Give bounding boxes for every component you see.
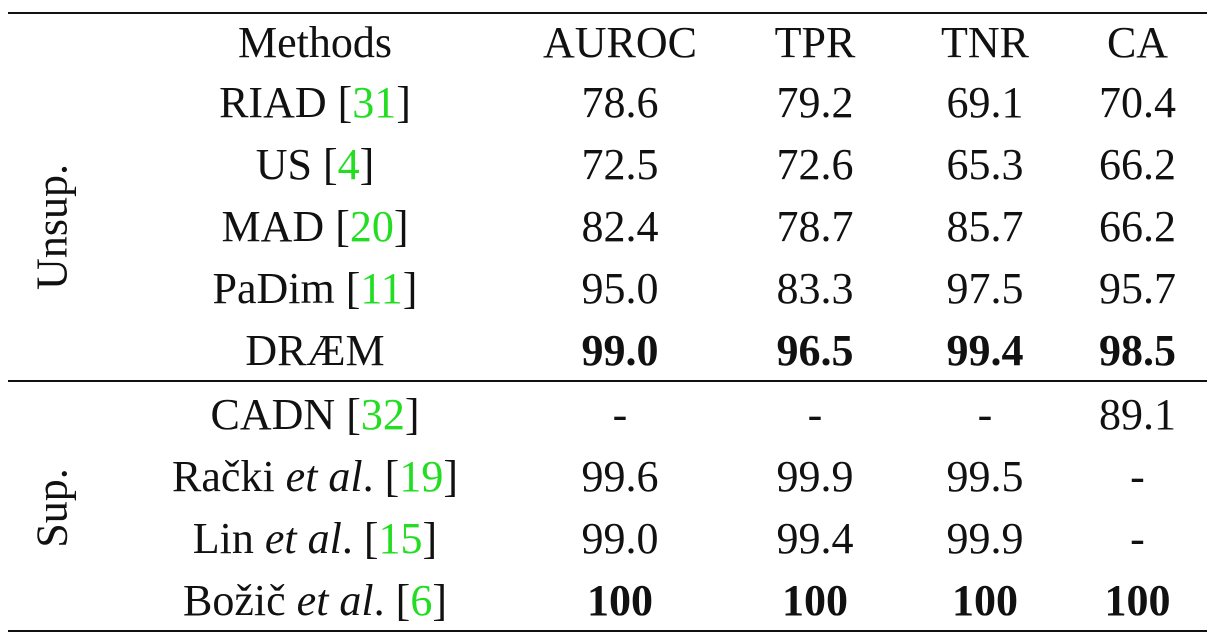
citation-link[interactable]: 4 [337,140,360,189]
value-tpr: 99.4 [776,514,854,563]
citation-link[interactable]: 15 [378,514,423,563]
method-cell: MAD [20] [110,196,520,258]
value-tpr: 83.3 [776,264,854,313]
value-tpr: 79.2 [776,78,854,127]
method-name: DRÆM [245,326,385,375]
value-ca: 89.1 [1099,390,1176,439]
ref-open-bracket: [ [322,140,338,189]
ref-close-bracket: ] [402,264,418,313]
value-tnr: - [977,390,993,439]
ref-open-bracket: [ [337,78,353,127]
ref-close-bracket: ] [404,390,420,439]
value-ca: 95.7 [1099,264,1176,313]
mid-rule [8,380,1207,382]
value-tpr: 99.9 [776,452,854,501]
method-name: PaDim [212,264,346,313]
value-tpr: - [807,390,823,439]
ref-open-bracket: [ [335,202,350,251]
method-suffix: . [341,514,364,563]
value-tpr: 72.6 [776,140,854,189]
value-tnr: 100 [952,576,1018,625]
method-et-al: et al [285,452,363,501]
value-auroc: 72.5 [581,140,659,189]
method-name: CADN [210,390,347,439]
method-cell: PaDim [11] [110,258,520,320]
value-ca: 70.4 [1099,78,1176,127]
method-cell: RIAD [31] [110,72,520,134]
value-ca: - [1130,452,1145,501]
ref-close-bracket: ] [432,576,447,625]
ref-open-bracket: [ [363,514,379,563]
value-auroc: - [612,390,628,439]
method-cell: Božič et al. [6] [110,570,520,632]
value-tnr: 99.4 [946,326,1024,375]
method-cell: Lin et al. [15] [110,508,520,570]
ref-open-bracket: [ [345,264,361,313]
ref-close-bracket: ] [393,202,409,251]
value-auroc: 78.6 [581,78,659,127]
value-tpr: 78.7 [776,202,854,251]
method-suffix: . [362,452,385,501]
method-et-al: et al [264,514,342,563]
ref-close-bracket: ] [422,514,438,563]
value-tnr: 97.5 [946,264,1024,313]
group-label: Sup. [27,468,77,548]
header-methods: Methods [238,18,392,67]
value-auroc: 82.4 [581,202,659,251]
ref-close-bracket: ] [443,452,458,501]
top-rule [8,12,1207,14]
header-tnr: TNR [941,18,1029,67]
citation-link[interactable]: 11 [360,264,403,313]
method-cell: US [4] [110,134,520,196]
value-tnr: 65.3 [946,140,1024,189]
header-auroc: AUROC [542,18,698,67]
value-auroc: 99.0 [581,326,659,375]
value-tpr: 96.5 [776,326,854,375]
ref-open-bracket: [ [395,576,411,625]
ref-close-bracket: ] [396,78,411,127]
value-auroc: 100 [587,576,653,625]
method-cell: CADN [32] [110,384,520,446]
citation-link[interactable]: 19 [399,452,444,501]
value-tpr: 100 [782,576,848,625]
value-tnr: 99.5 [946,452,1024,501]
value-ca: 66.2 [1099,202,1176,251]
value-auroc: 99.6 [581,452,659,501]
ref-open-bracket: [ [346,390,361,439]
value-ca: - [1130,514,1145,563]
bottom-rule [8,630,1207,632]
method-name: US [255,140,323,189]
method-et-al: et al [296,576,374,625]
method-name: Božič [183,576,297,625]
value-auroc: 99.0 [581,514,659,563]
method-name: MAD [221,202,336,251]
group-label: Unsup. [27,164,77,290]
value-tnr: 99.9 [946,514,1024,563]
ref-open-bracket: [ [384,452,400,501]
value-tnr: 69.1 [946,78,1024,127]
header-tpr: TPR [774,18,856,67]
method-suffix: . [373,576,396,625]
value-ca: 66.2 [1099,140,1176,189]
method-name: RIAD [219,78,338,127]
header-ca: CA [1106,18,1169,67]
citation-link[interactable]: 32 [360,390,405,439]
method-cell: DRÆM [110,320,520,382]
citation-link[interactable]: 6 [410,576,433,625]
method-cell: Rački et al. [19] [110,446,520,508]
value-ca: 100 [1104,576,1171,625]
value-tnr: 85.7 [946,202,1024,251]
citation-link[interactable]: 31 [352,78,397,127]
value-auroc: 95.0 [581,264,659,313]
value-ca: 98.5 [1099,326,1176,375]
method-name: Rački [172,452,286,501]
ref-close-bracket: ] [359,140,375,189]
citation-link[interactable]: 20 [349,202,394,251]
method-name: Lin [192,514,265,563]
